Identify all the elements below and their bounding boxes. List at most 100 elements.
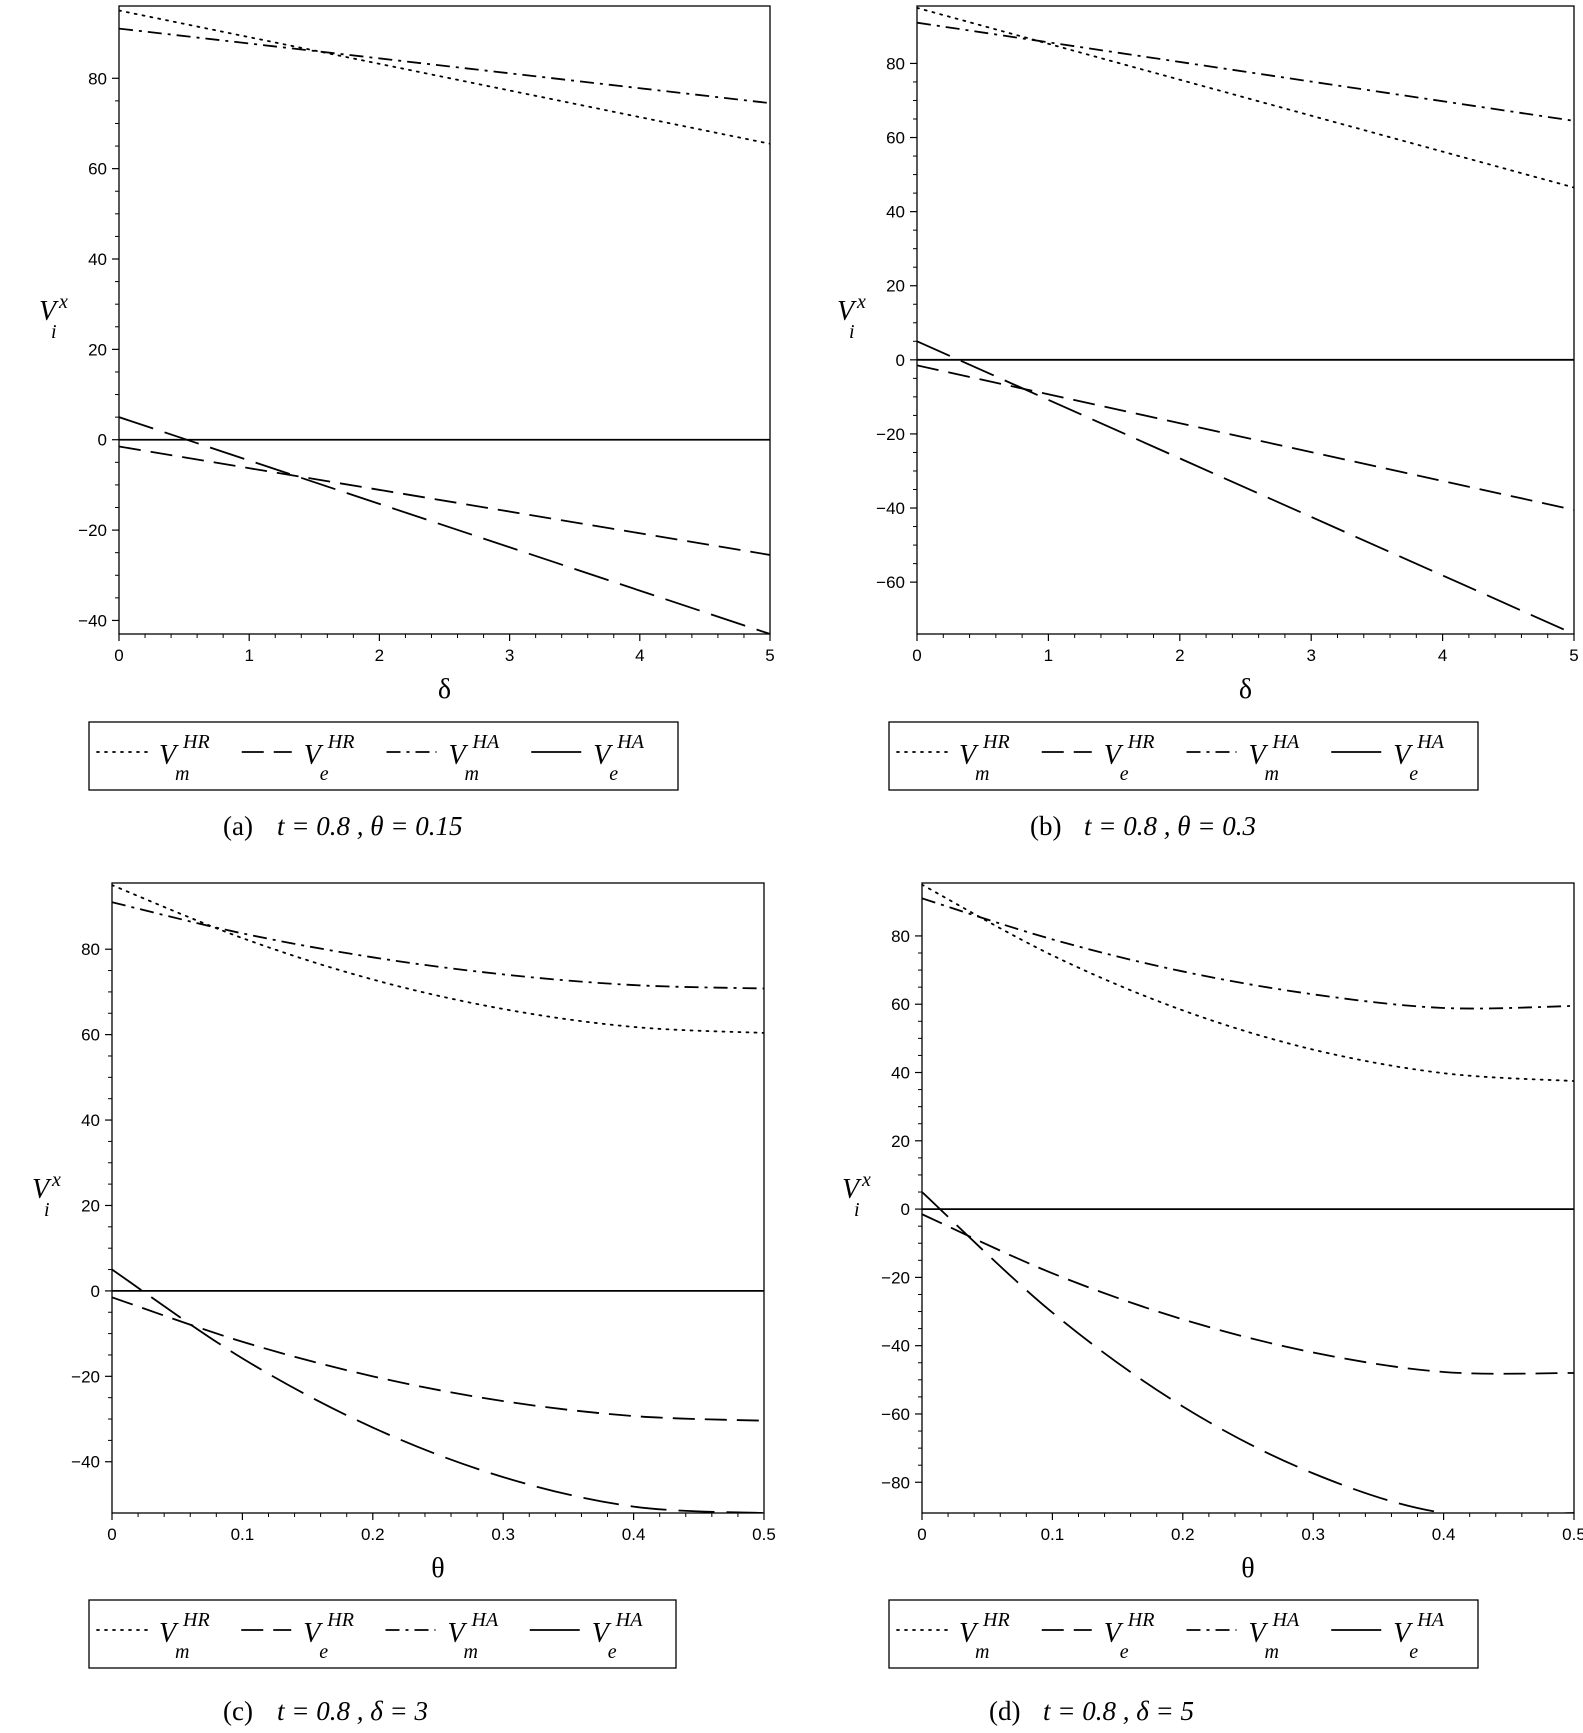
y-axis-title-sup: x bbox=[856, 291, 866, 313]
caption-label: (b) bbox=[1030, 811, 1061, 841]
y-tick-label: 20 bbox=[88, 340, 107, 359]
legend-label: V bbox=[959, 740, 979, 771]
y-tick-label: 40 bbox=[891, 1064, 910, 1083]
legend-box bbox=[888, 721, 1479, 791]
x-tick-label: 1 bbox=[1044, 646, 1053, 665]
series-Ve_HR_long bbox=[112, 1268, 764, 1513]
y-axis-title-sub: i bbox=[849, 321, 855, 343]
series-Ve_HR_long bbox=[917, 340, 1574, 634]
legend-label: V bbox=[1249, 740, 1269, 771]
caption-label: (d) bbox=[989, 1696, 1020, 1726]
legend-label-sub: e bbox=[1120, 1641, 1129, 1663]
x-tick-label: 1 bbox=[244, 646, 253, 665]
x-tick-label: 0.2 bbox=[361, 1525, 385, 1544]
caption-label: (a) bbox=[223, 811, 253, 841]
legend-label-sup: HA bbox=[1272, 731, 1300, 753]
legend-label: V bbox=[1393, 740, 1413, 771]
legend-label: V bbox=[592, 1618, 612, 1649]
y-tick-label: −20 bbox=[78, 521, 107, 540]
legend-label: V bbox=[159, 740, 179, 771]
y-axis-title: V bbox=[837, 296, 857, 327]
y-tick-label: −20 bbox=[881, 1268, 910, 1287]
y-tick-label: −40 bbox=[876, 499, 905, 518]
x-tick-label: 0.4 bbox=[622, 1525, 646, 1544]
legend-label-sup: HR bbox=[982, 1609, 1010, 1631]
y-tick-label: −60 bbox=[881, 1405, 910, 1424]
legend-label: V bbox=[1104, 1618, 1124, 1649]
legend-label-sup: HR bbox=[327, 731, 355, 753]
x-tick-label: 0.5 bbox=[1562, 1525, 1583, 1544]
legend-label-sub: m bbox=[1265, 763, 1279, 785]
y-tick-label: −80 bbox=[881, 1473, 910, 1492]
x-axis-title: θ bbox=[431, 1553, 444, 1584]
legend-label-sub: m bbox=[465, 763, 479, 785]
legend-label: V bbox=[1104, 740, 1124, 771]
legend-label-sup: HA bbox=[616, 731, 644, 753]
y-tick-label: 60 bbox=[886, 129, 905, 148]
legend-label-sup: HA bbox=[471, 1609, 499, 1631]
legend-label: V bbox=[959, 1618, 979, 1649]
caption-text: t = 0.8 , θ = 0.3 bbox=[1084, 811, 1256, 841]
x-tick-label: 2 bbox=[1175, 646, 1184, 665]
y-tick-label: −20 bbox=[876, 425, 905, 444]
series-Vm_HR bbox=[112, 884, 764, 1034]
y-tick-label: 20 bbox=[81, 1196, 100, 1215]
x-tick-label: 0.1 bbox=[1041, 1525, 1065, 1544]
y-tick-label: 60 bbox=[88, 160, 107, 179]
y-tick-label: −60 bbox=[876, 573, 905, 592]
y-tick-label: 0 bbox=[896, 351, 905, 370]
y-axis-title: V bbox=[32, 1174, 52, 1205]
x-tick-label: 3 bbox=[1306, 646, 1315, 665]
x-axis-title: θ bbox=[1241, 1553, 1254, 1584]
caption-text: t = 0.8 , δ = 3 bbox=[277, 1696, 428, 1726]
legend-label-sup: HR bbox=[182, 1609, 210, 1631]
y-axis-title-sup: x bbox=[51, 1169, 61, 1191]
series-Vm_HR bbox=[922, 883, 1574, 1082]
y-tick-label: −40 bbox=[71, 1453, 100, 1472]
y-tick-label: 60 bbox=[81, 1026, 100, 1045]
legend-label: V bbox=[449, 740, 469, 771]
x-tick-label: 0.3 bbox=[491, 1525, 515, 1544]
plot-frame bbox=[916, 5, 1575, 635]
y-axis-title-sub: i bbox=[854, 1199, 860, 1221]
legend-label-sup: HR bbox=[1127, 731, 1155, 753]
series-Vm_HA bbox=[112, 901, 764, 990]
x-axis-title: δ bbox=[1239, 674, 1252, 705]
legend-label-sup: HA bbox=[1416, 1609, 1444, 1631]
legend-label-sup: HR bbox=[1127, 1609, 1155, 1631]
y-tick-label: 40 bbox=[81, 1111, 100, 1130]
y-tick-label: 60 bbox=[891, 995, 910, 1014]
legend-box bbox=[88, 721, 679, 791]
y-axis-title-sup: x bbox=[861, 1169, 871, 1191]
plot-frame bbox=[118, 5, 771, 635]
plot-frame bbox=[921, 882, 1575, 1514]
y-tick-label: 20 bbox=[891, 1132, 910, 1151]
series-Vm_HA bbox=[922, 897, 1574, 1010]
x-tick-label: 0 bbox=[114, 646, 123, 665]
y-axis-title-sub: i bbox=[44, 1199, 50, 1221]
y-axis-title: V bbox=[842, 1174, 862, 1205]
y-tick-label: −40 bbox=[881, 1337, 910, 1356]
legend-box bbox=[888, 1599, 1479, 1669]
x-tick-label: 0 bbox=[917, 1525, 926, 1544]
caption-text: t = 0.8 , δ = 5 bbox=[1043, 1696, 1194, 1726]
legend-label-sup: HA bbox=[472, 731, 500, 753]
legend-label-sub: m bbox=[975, 1641, 989, 1663]
legend-box bbox=[88, 1599, 677, 1669]
x-tick-label: 4 bbox=[1438, 646, 1447, 665]
y-tick-label: 0 bbox=[901, 1200, 910, 1219]
y-tick-label: 0 bbox=[91, 1282, 100, 1301]
x-tick-label: 5 bbox=[1569, 646, 1578, 665]
y-axis-title-sup: x bbox=[58, 291, 68, 313]
legend-label-sub: e bbox=[609, 763, 618, 785]
series-Ve_HR bbox=[112, 1296, 764, 1422]
series-Vm_HR bbox=[119, 9, 770, 145]
series-Ve_HR bbox=[922, 1213, 1574, 1375]
x-axis-title: δ bbox=[438, 674, 451, 705]
